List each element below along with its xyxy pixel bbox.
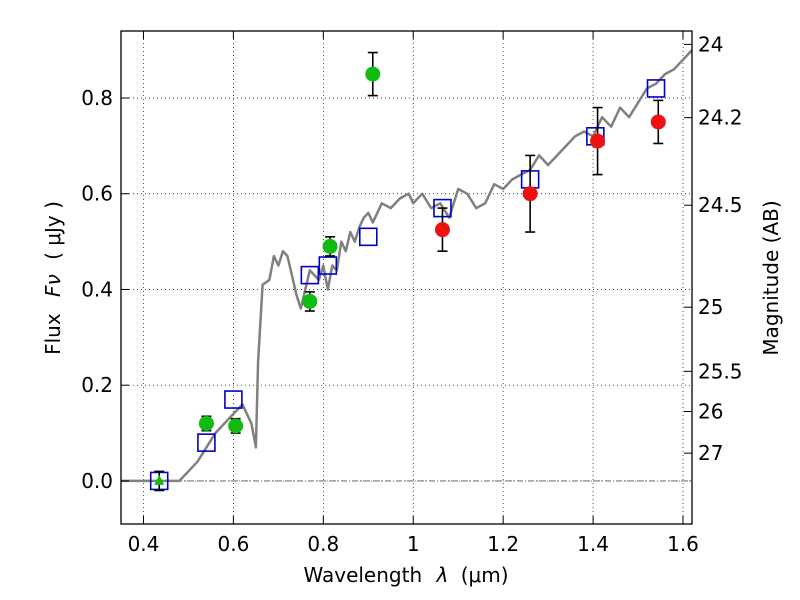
y-tick-label: 0.2 — [81, 373, 113, 397]
model-sed-line — [121, 49, 693, 483]
x-tick-label: 1 — [407, 532, 420, 556]
magnitude-tick-label: 24.5 — [698, 193, 743, 217]
magnitude-tick-label: 25 — [698, 295, 723, 319]
plot-frame — [120, 30, 693, 525]
magnitude-tick-label: 24.2 — [698, 106, 743, 130]
model-photometry-square — [224, 390, 243, 409]
x-tick-label: 0.8 — [307, 532, 339, 556]
optical-data-point — [228, 418, 244, 434]
optical-data-point — [302, 293, 318, 309]
axis-ticks — [121, 31, 692, 524]
model-photometry-points — [149, 79, 666, 491]
y-tick-label: 0.6 — [81, 182, 113, 206]
x-tick-label: 0.6 — [217, 532, 249, 556]
model-sed-curve — [121, 49, 693, 483]
x-tick-label: 0.4 — [128, 532, 160, 556]
model-photometry-square — [300, 265, 320, 285]
nir-data-point — [590, 133, 606, 149]
y2-axis-title: Magnitude (AB) — [759, 200, 783, 355]
y-tick-label: 0.8 — [81, 86, 113, 110]
magnitude-tick-label: 26 — [698, 400, 723, 424]
optical-data-point — [322, 238, 338, 254]
x-tick-label: 1.6 — [667, 532, 699, 556]
upper-limit-triangle — [154, 474, 165, 485]
magnitude-tick-label: 25.5 — [698, 359, 743, 383]
optical-data-point — [198, 415, 214, 431]
nir-data-point — [434, 222, 450, 238]
magnitude-tick-labels: 24 24.2 24.5 25 25.5 26 27 — [698, 32, 743, 465]
y-tick-label: 0.0 — [81, 469, 113, 493]
optical-data-point — [365, 66, 381, 82]
x-tick-label: 1.4 — [577, 532, 609, 556]
x-axis-title: Wavelength λ (μm) — [303, 563, 508, 587]
y-tick-labels: 0.0 0.2 0.4 0.6 0.8 — [81, 86, 113, 493]
y-tick-label: 0.4 — [81, 277, 113, 301]
model-photometry-square — [197, 433, 216, 452]
model-photometry-square — [358, 227, 378, 247]
y-axis-title: Flux Fν ( μJy ) — [41, 201, 65, 355]
grid — [121, 31, 692, 524]
model-photometry-square — [646, 79, 666, 98]
x-tick-label: 1.2 — [487, 532, 519, 556]
x-tick-labels: 0.4 0.6 0.8 1 1.2 1.4 1.6 — [128, 532, 699, 556]
model-photometry-square — [318, 256, 338, 275]
observed-points — [154, 66, 666, 485]
nir-data-point — [650, 114, 666, 130]
magnitude-tick-label: 24 — [698, 32, 723, 56]
nir-data-point — [522, 186, 538, 202]
magnitude-tick-label: 27 — [698, 441, 723, 465]
